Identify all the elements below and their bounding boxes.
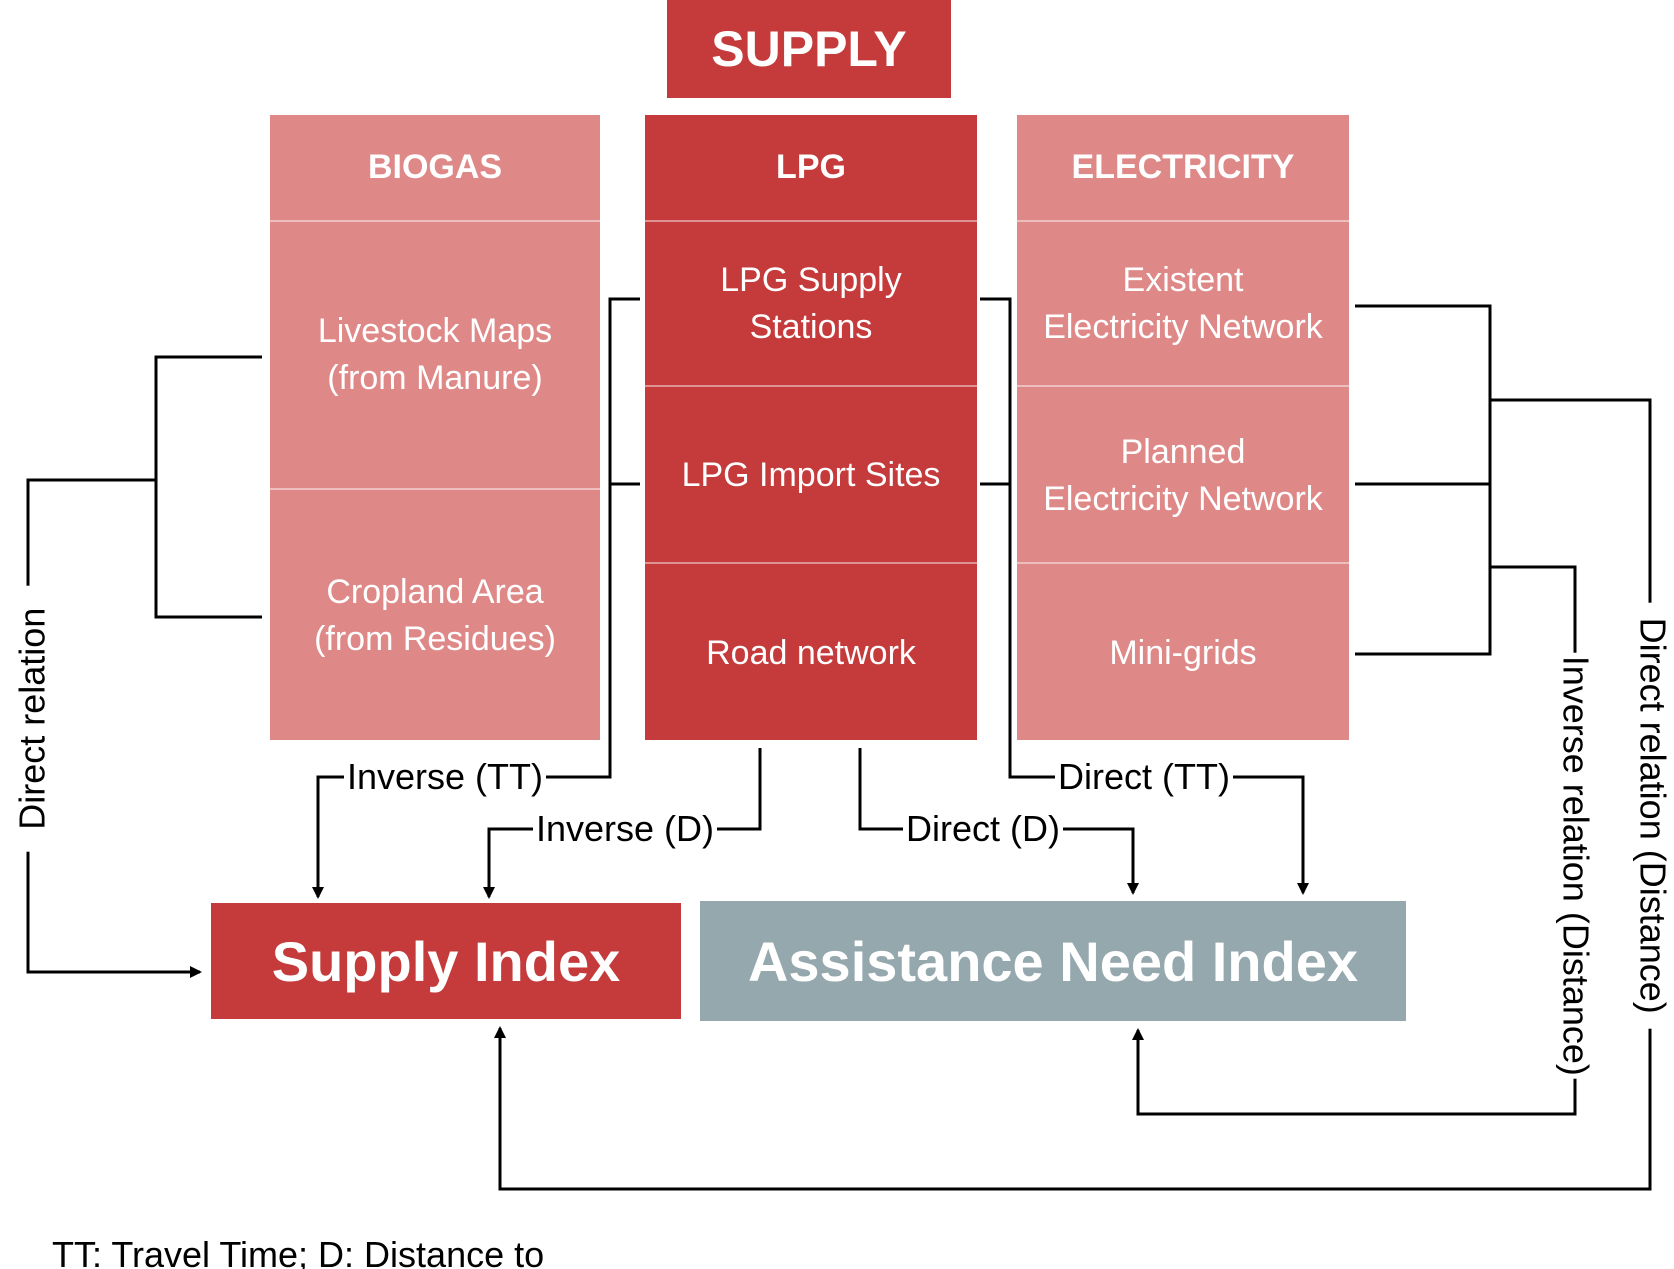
biogas-bracket — [154, 355, 262, 619]
lpg-item-road-network: Road network — [645, 562, 977, 742]
assistance-need-index-box: Assistance Need Index — [700, 901, 1406, 1021]
label-direct-relation-distance: Direct relation (Distance) — [1632, 602, 1674, 1029]
label-inverse-relation-distance: Inverse relation (Distance) — [1555, 652, 1597, 1079]
label-inverse-d: Inverse (D) — [533, 808, 718, 850]
supply-title: SUPPLY — [667, 0, 951, 98]
lpg-column: LPG LPG Supply Stations LPG Import Sites… — [645, 115, 977, 740]
direct-tt-line — [980, 297, 1309, 895]
electricity-item-mini-grids: Mini-grids — [1017, 562, 1349, 742]
electricity-item-planned-network: Planned Electricity Network — [1017, 385, 1349, 564]
lpg-header: LPG — [645, 115, 977, 222]
label-inverse-tt: Inverse (TT) — [344, 756, 547, 798]
label-direct-tt: Direct (TT) — [1055, 756, 1233, 798]
electricity-header: ELECTRICITY — [1017, 115, 1349, 222]
electricity-bracket — [1355, 304, 1492, 656]
lpg-item-supply-stations: LPG Supply Stations — [720, 260, 902, 346]
footnote: TT: Travel Time; D: Distance to — [52, 1234, 545, 1269]
electricity-item-existent-network: Existent Electricity Network — [1043, 260, 1323, 346]
lpg-item-import-sites: LPG Import Sites — [645, 385, 977, 564]
direct-relation-distance-line — [494, 398, 1652, 1191]
electricity-column: ELECTRICITY Existent Electricity Network… — [1017, 115, 1349, 740]
label-direct-relation-left: Direct relation — [11, 585, 53, 852]
biogas-column: BIOGAS Livestock Maps (from Manure) Crop… — [270, 115, 600, 740]
biogas-item-livestock-maps: Livestock Maps (from Manure) — [317, 312, 553, 397]
direct-relation-left-line — [26, 478, 202, 978]
inverse-relation-distance-line — [1132, 565, 1577, 1116]
biogas-item-cropland-area: Cropland Area (from Residues) — [270, 488, 600, 742]
label-direct-d: Direct (D) — [903, 808, 1063, 850]
biogas-header: BIOGAS — [270, 115, 600, 222]
supply-index-box: Supply Index — [211, 903, 681, 1019]
inverse-tt-line — [312, 297, 640, 899]
